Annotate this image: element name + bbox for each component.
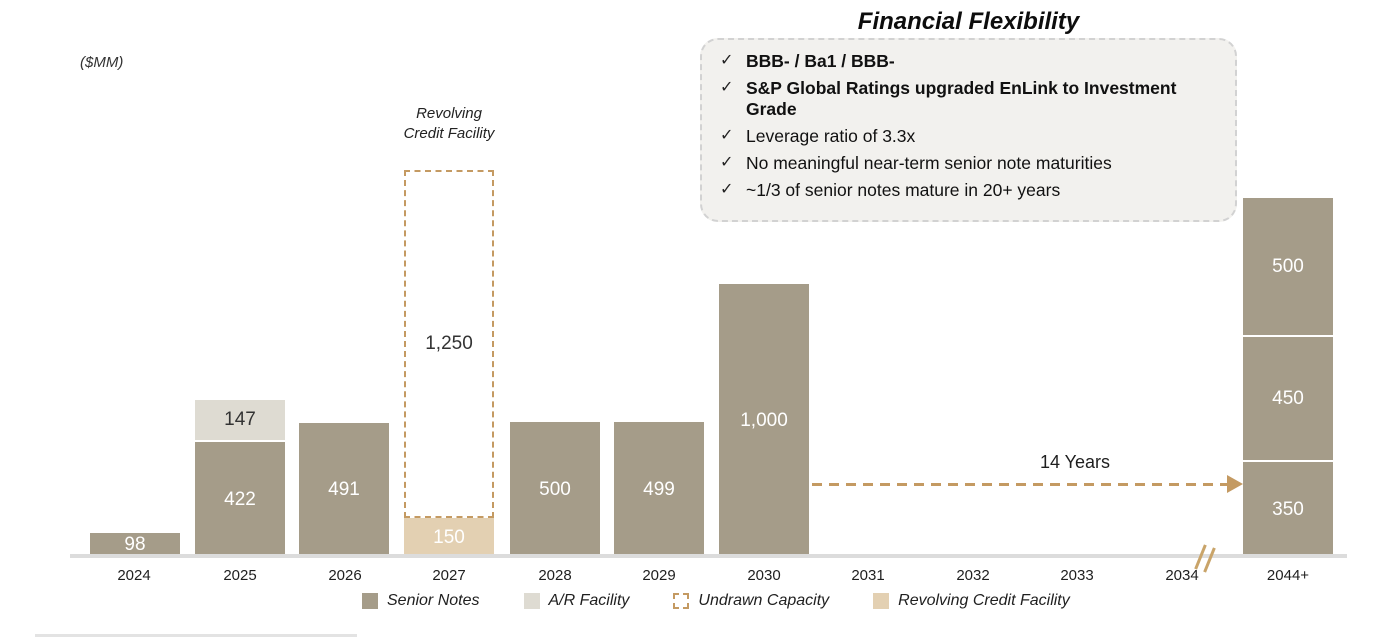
callout-bullet: ✓ No meaningful near-term senior note ma… bbox=[720, 153, 1221, 174]
legend-label: Senior Notes bbox=[387, 592, 480, 609]
x-axis-line bbox=[70, 554, 1347, 558]
x-tick-2031: 2031 bbox=[851, 567, 885, 584]
callout-bullet-text: No meaningful near-term senior note matu… bbox=[746, 153, 1112, 173]
x-tick-2044plus: 2044+ bbox=[1266, 567, 1310, 584]
x-tick-2034: 2034 bbox=[1165, 567, 1199, 584]
legend-item-undrawn-capacity: Undrawn Capacity bbox=[673, 592, 829, 610]
x-tick-2032: 2032 bbox=[956, 567, 990, 584]
bar-value-label: 350 bbox=[1272, 498, 1304, 520]
revolving-label-line2: Credit Facility bbox=[403, 124, 495, 142]
footer-divider-line bbox=[35, 634, 357, 637]
checkmark-icon: ✓ bbox=[720, 181, 734, 198]
bar-2027-undrawn-capacity: 1,250 bbox=[404, 170, 494, 518]
callout-bullet-text: Leverage ratio of 3.3x bbox=[746, 126, 916, 146]
x-tick-2030: 2030 bbox=[747, 567, 781, 584]
x-tick-2028: 2028 bbox=[538, 567, 572, 584]
maturity-gap-arrow-line bbox=[812, 483, 1228, 486]
bar-value-label: 98 bbox=[124, 534, 146, 555]
callout-bullet-text: ~1/3 of senior notes mature in 20+ years bbox=[746, 180, 1061, 200]
revolving-credit-facility-swatch-icon bbox=[873, 593, 890, 609]
bar-value-label: 422 bbox=[224, 488, 256, 510]
legend-item-revolving-credit-facility: Revolving Credit Facility bbox=[873, 592, 1070, 610]
legend-label: A/R Facility bbox=[548, 592, 630, 609]
arrow-head-icon bbox=[1227, 475, 1243, 493]
revolving-credit-facility-label: Revolving Credit Facility bbox=[354, 104, 544, 143]
units-label: ($MM) bbox=[80, 54, 124, 71]
bar-value-label: 491 bbox=[328, 479, 360, 500]
bar-value-label: 500 bbox=[1272, 255, 1304, 277]
legend: Senior Notes A/R Facility Undrawn Capaci… bbox=[362, 592, 1070, 610]
legend-item-ar-facility: A/R Facility bbox=[523, 592, 630, 610]
legend-label: Undrawn Capacity bbox=[698, 592, 830, 609]
bar-value-label: 1,000 bbox=[740, 409, 788, 431]
checkmark-icon: ✓ bbox=[720, 127, 734, 144]
bar-2024-senior-notes: 98 bbox=[90, 533, 180, 557]
callout-bullet: ✓ ~1/3 of senior notes mature in 20+ yea… bbox=[720, 180, 1221, 201]
bar-2025-ar-facility: 147 bbox=[195, 400, 285, 442]
callout-title: Financial Flexibility bbox=[857, 8, 1080, 35]
bar-2027-revolving-credit-facility: 150 bbox=[404, 518, 494, 557]
maturity-gap-arrow-label: 14 Years bbox=[1039, 452, 1111, 472]
revolving-label-line1: Revolving bbox=[416, 105, 482, 122]
bar-2026-senior-notes: 491 bbox=[299, 423, 389, 557]
checkmark-icon: ✓ bbox=[720, 52, 734, 69]
bar-2028-senior-notes: 500 bbox=[510, 422, 600, 557]
ar-facility-swatch-icon bbox=[523, 593, 540, 609]
bar-value-label: 150 bbox=[433, 526, 465, 548]
bar-2030-senior-notes: 1,000 bbox=[719, 284, 809, 557]
legend-label: Revolving Credit Facility bbox=[898, 592, 1070, 609]
checkmark-icon: ✓ bbox=[720, 79, 734, 96]
bar-2044-senior-notes-500: 500 bbox=[1243, 198, 1333, 337]
callout-bullet-text: S&P Global Ratings upgraded EnLink to In… bbox=[746, 78, 1177, 119]
callout-bullet-text: BBB- / Ba1 / BBB- bbox=[746, 51, 895, 71]
x-tick-2026: 2026 bbox=[328, 567, 362, 584]
x-tick-2029: 2029 bbox=[642, 567, 676, 584]
bar-2025-senior-notes: 422 bbox=[195, 442, 285, 557]
callout-bullet: ✓ Leverage ratio of 3.3x bbox=[720, 126, 1221, 147]
bar-2044-senior-notes-350: 350 bbox=[1243, 462, 1333, 557]
x-tick-2027: 2027 bbox=[432, 567, 466, 584]
checkmark-icon: ✓ bbox=[720, 154, 734, 171]
undrawn-capacity-swatch-icon bbox=[673, 593, 690, 609]
bar-value-label: 1,250 bbox=[425, 333, 473, 354]
x-tick-2025: 2025 bbox=[223, 567, 257, 584]
legend-item-senior-notes: Senior Notes bbox=[362, 592, 480, 610]
callout-bullet: ✓ S&P Global Ratings upgraded EnLink to … bbox=[720, 78, 1221, 120]
bar-value-label: 499 bbox=[643, 478, 675, 500]
bar-2029-senior-notes: 499 bbox=[614, 422, 704, 557]
bar-value-label: 147 bbox=[224, 409, 256, 430]
x-tick-2024: 2024 bbox=[117, 567, 151, 584]
callout-bullet: ✓ BBB- / Ba1 / BBB- bbox=[720, 51, 1221, 72]
financial-flexibility-callout: ✓ BBB- / Ba1 / BBB- ✓ S&P Global Ratings… bbox=[700, 38, 1237, 222]
bar-value-label: 500 bbox=[539, 478, 571, 500]
bar-value-label: 450 bbox=[1272, 387, 1304, 409]
bar-2044-senior-notes-450: 450 bbox=[1243, 337, 1333, 462]
senior-notes-swatch-icon bbox=[362, 593, 378, 609]
x-tick-2033: 2033 bbox=[1060, 567, 1094, 584]
